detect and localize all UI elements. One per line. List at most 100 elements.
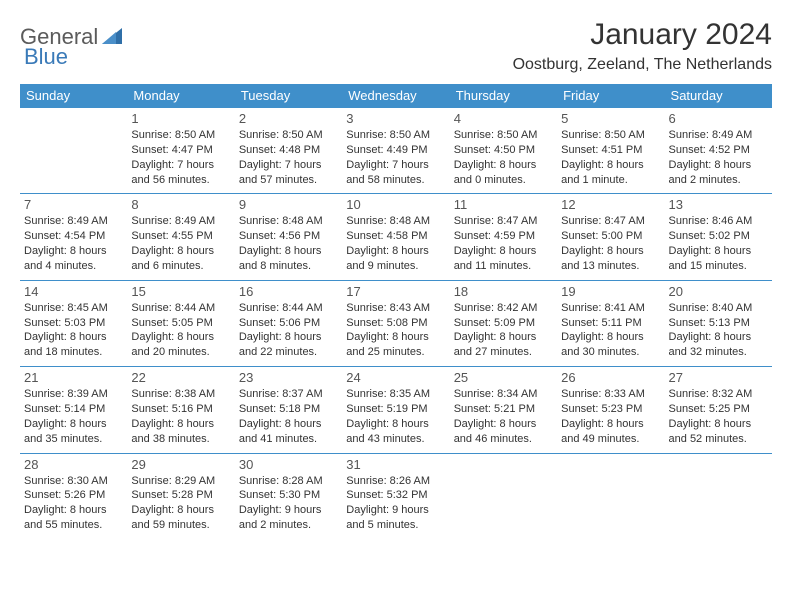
daylight-text: Daylight: 8 hours and 27 minutes. <box>454 330 553 360</box>
day-number: 31 <box>346 457 445 472</box>
daylight-text: Daylight: 7 hours and 56 minutes. <box>131 158 230 188</box>
daylight-text: Daylight: 8 hours and 38 minutes. <box>131 417 230 447</box>
day-number: 1 <box>131 111 230 126</box>
weekday-friday: Friday <box>557 84 664 108</box>
calendar-table: Sunday Monday Tuesday Wednesday Thursday… <box>20 84 772 539</box>
sunrise-text: Sunrise: 8:38 AM <box>131 387 230 402</box>
calendar-header-row: Sunday Monday Tuesday Wednesday Thursday… <box>20 84 772 108</box>
sunset-text: Sunset: 5:30 PM <box>239 488 338 503</box>
day-info: Sunrise: 8:28 AMSunset: 5:30 PMDaylight:… <box>239 474 338 533</box>
sunset-text: Sunset: 4:52 PM <box>669 143 768 158</box>
sunrise-text: Sunrise: 8:50 AM <box>131 128 230 143</box>
day-number: 14 <box>24 284 123 299</box>
sunset-text: Sunset: 5:18 PM <box>239 402 338 417</box>
daylight-text: Daylight: 8 hours and 41 minutes. <box>239 417 338 447</box>
sunset-text: Sunset: 5:14 PM <box>24 402 123 417</box>
calendar-cell: 1 Sunrise: 8:50 AMSunset: 4:47 PMDaylight… <box>127 108 234 194</box>
calendar-cell <box>557 453 664 539</box>
sunrise-text: Sunrise: 8:30 AM <box>24 474 123 489</box>
calendar-week-row: 1 Sunrise: 8:50 AMSunset: 4:47 PMDaylight… <box>20 108 772 194</box>
sunset-text: Sunset: 4:59 PM <box>454 229 553 244</box>
logo-blue-row: Blue <box>24 44 68 70</box>
sunset-text: Sunset: 5:16 PM <box>131 402 230 417</box>
sunrise-text: Sunrise: 8:47 AM <box>454 214 553 229</box>
day-number: 17 <box>346 284 445 299</box>
day-number: 15 <box>131 284 230 299</box>
sunrise-text: Sunrise: 8:49 AM <box>131 214 230 229</box>
calendar-cell: 26 Sunrise: 8:33 AMSunset: 5:23 PMDayligh… <box>557 367 664 453</box>
sunrise-text: Sunrise: 8:41 AM <box>561 301 660 316</box>
daylight-text: Daylight: 8 hours and 4 minutes. <box>24 244 123 274</box>
sunrise-text: Sunrise: 8:34 AM <box>454 387 553 402</box>
day-info: Sunrise: 8:48 AMSunset: 4:56 PMDaylight:… <box>239 214 338 273</box>
day-number: 21 <box>24 370 123 385</box>
day-info: Sunrise: 8:44 AMSunset: 5:06 PMDaylight:… <box>239 301 338 360</box>
sunrise-text: Sunrise: 8:45 AM <box>24 301 123 316</box>
weekday-monday: Monday <box>127 84 234 108</box>
sunset-text: Sunset: 4:56 PM <box>239 229 338 244</box>
daylight-text: Daylight: 8 hours and 43 minutes. <box>346 417 445 447</box>
daylight-text: Daylight: 8 hours and 18 minutes. <box>24 330 123 360</box>
sunrise-text: Sunrise: 8:28 AM <box>239 474 338 489</box>
day-number: 29 <box>131 457 230 472</box>
calendar-cell: 4Sunrise: 8:50 AMSunset: 4:50 PMDaylight… <box>450 108 557 194</box>
sunset-text: Sunset: 5:28 PM <box>131 488 230 503</box>
calendar-cell: 3Sunrise: 8:50 AMSunset: 4:49 PMDaylight… <box>342 108 449 194</box>
sunset-text: Sunset: 4:48 PM <box>239 143 338 158</box>
day-info: Sunrise: 8:49 AMSunset: 4:55 PMDaylight:… <box>131 214 230 273</box>
daylight-text: Daylight: 8 hours and 15 minutes. <box>669 244 768 274</box>
weekday-saturday: Saturday <box>665 84 772 108</box>
calendar-cell: 29Sunrise: 8:29 AMSunset: 5:28 PMDayligh… <box>127 453 234 539</box>
header: General January 2024 Oostburg, Zeeland, … <box>20 18 772 74</box>
daylight-text: Daylight: 8 hours and 2 minutes. <box>669 158 768 188</box>
daylight-text: Daylight: 8 hours and 9 minutes. <box>346 244 445 274</box>
day-info: Sunrise: 8:50 AMSunset: 4:47 PMDaylight:… <box>131 128 230 187</box>
day-info: Sunrise: 8:39 AMSunset: 5:14 PMDaylight:… <box>24 387 123 446</box>
daylight-text: Daylight: 8 hours and 8 minutes. <box>239 244 338 274</box>
calendar-cell: 24Sunrise: 8:35 AMSunset: 5:19 PMDayligh… <box>342 367 449 453</box>
day-number: 30 <box>239 457 338 472</box>
sunrise-text: Sunrise: 8:44 AM <box>131 301 230 316</box>
calendar-cell <box>450 453 557 539</box>
day-number: 27 <box>669 370 768 385</box>
sunset-text: Sunset: 5:23 PM <box>561 402 660 417</box>
sunrise-text: Sunrise: 8:42 AM <box>454 301 553 316</box>
day-info: Sunrise: 8:48 AMSunset: 4:58 PMDaylight:… <box>346 214 445 273</box>
day-number: 8 <box>131 197 230 212</box>
calendar-cell: 18Sunrise: 8:42 AMSunset: 5:09 PMDayligh… <box>450 280 557 366</box>
daylight-text: Daylight: 9 hours and 5 minutes. <box>346 503 445 533</box>
logo-text-blue: Blue <box>24 44 68 69</box>
day-info: Sunrise: 8:33 AMSunset: 5:23 PMDaylight:… <box>561 387 660 446</box>
calendar-cell: 6Sunrise: 8:49 AMSunset: 4:52 PMDaylight… <box>665 108 772 194</box>
sunrise-text: Sunrise: 8:40 AM <box>669 301 768 316</box>
daylight-text: Daylight: 8 hours and 11 minutes. <box>454 244 553 274</box>
sunset-text: Sunset: 5:00 PM <box>561 229 660 244</box>
daylight-text: Daylight: 8 hours and 35 minutes. <box>24 417 123 447</box>
calendar-week-row: 28Sunrise: 8:30 AMSunset: 5:26 PMDayligh… <box>20 453 772 539</box>
day-number: 13 <box>669 197 768 212</box>
day-number: 16 <box>239 284 338 299</box>
day-info: Sunrise: 8:46 AMSunset: 5:02 PMDaylight:… <box>669 214 768 273</box>
calendar-cell: 12 Sunrise: 8:47 AMSunset: 5:00 PMDayligh… <box>557 194 664 280</box>
daylight-text: Daylight: 8 hours and 46 minutes. <box>454 417 553 447</box>
calendar-cell: 17Sunrise: 8:43 AMSunset: 5:08 PMDayligh… <box>342 280 449 366</box>
weekday-thursday: Thursday <box>450 84 557 108</box>
daylight-text: Daylight: 8 hours and 25 minutes. <box>346 330 445 360</box>
daylight-text: Daylight: 8 hours and 59 minutes. <box>131 503 230 533</box>
sunset-text: Sunset: 4:49 PM <box>346 143 445 158</box>
day-number: 11 <box>454 197 553 212</box>
sunset-text: Sunset: 5:06 PM <box>239 316 338 331</box>
calendar-cell: 19Sunrise: 8:41 AMSunset: 5:11 PMDayligh… <box>557 280 664 366</box>
sunrise-text: Sunrise: 8:50 AM <box>346 128 445 143</box>
sunrise-text: Sunrise: 8:49 AM <box>24 214 123 229</box>
sunset-text: Sunset: 5:02 PM <box>669 229 768 244</box>
sunrise-text: Sunrise: 8:35 AM <box>346 387 445 402</box>
day-number: 12 <box>561 197 660 212</box>
calendar-cell: 22Sunrise: 8:38 AMSunset: 5:16 PMDayligh… <box>127 367 234 453</box>
sunset-text: Sunset: 4:54 PM <box>24 229 123 244</box>
calendar-cell: 14Sunrise: 8:45 AMSunset: 5:03 PMDayligh… <box>20 280 127 366</box>
day-number: 9 <box>239 197 338 212</box>
day-info: Sunrise: 8:47 AMSunset: 5:00 PMDaylight:… <box>561 214 660 273</box>
sunset-text: Sunset: 4:55 PM <box>131 229 230 244</box>
day-number: 26 <box>561 370 660 385</box>
